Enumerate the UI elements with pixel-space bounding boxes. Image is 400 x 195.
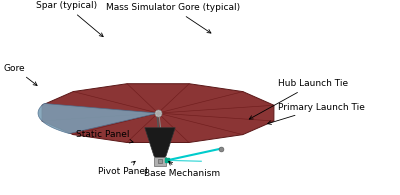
- Text: Spar (typical): Spar (typical): [36, 1, 103, 37]
- Polygon shape: [42, 84, 274, 143]
- Text: Gore: Gore: [4, 64, 37, 85]
- Text: Hub Launch Tie: Hub Launch Tie: [249, 79, 348, 119]
- Text: Static Panel: Static Panel: [76, 130, 133, 143]
- Polygon shape: [145, 128, 175, 159]
- Text: Base Mechanism: Base Mechanism: [144, 161, 220, 178]
- Text: Mass Simulator Gore (typical): Mass Simulator Gore (typical): [106, 3, 240, 33]
- Text: Pivot Panel: Pivot Panel: [98, 161, 148, 176]
- FancyBboxPatch shape: [154, 157, 166, 166]
- Polygon shape: [38, 104, 158, 134]
- Text: Primary Launch Tie: Primary Launch Tie: [268, 103, 365, 124]
